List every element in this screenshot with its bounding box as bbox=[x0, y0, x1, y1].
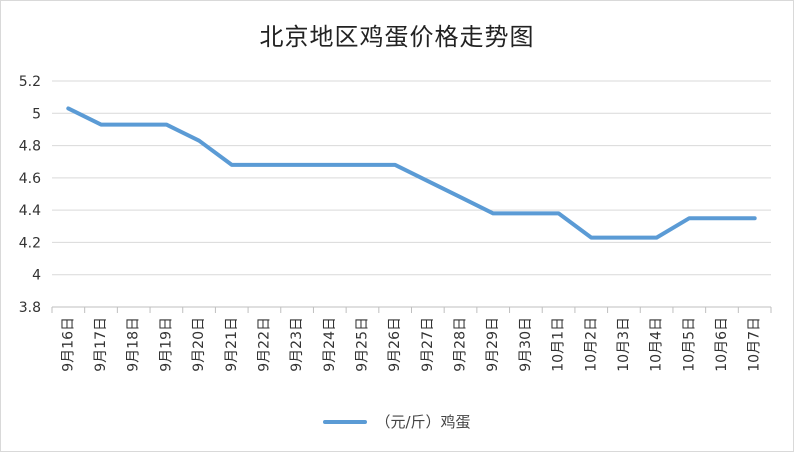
legend-label: （元/斤）鸡蛋 bbox=[375, 413, 471, 431]
x-tick-label: 9月18日 bbox=[126, 317, 142, 372]
y-tick-label: 5 bbox=[32, 106, 41, 122]
x-tick-label: 9月27日 bbox=[420, 317, 436, 372]
x-tick-label: 10月6日 bbox=[714, 317, 730, 372]
x-tick-label: 9月25日 bbox=[354, 317, 370, 372]
x-tick-label: 10月4日 bbox=[649, 317, 665, 372]
x-tick-label: 9月19日 bbox=[158, 317, 174, 372]
x-tick-label: 9月20日 bbox=[191, 317, 207, 372]
legend-swatch bbox=[323, 419, 368, 424]
x-tick-label: 9月17日 bbox=[93, 317, 109, 372]
y-tick-label: 5.2 bbox=[19, 74, 41, 90]
series-line bbox=[66, 106, 757, 240]
x-tick-label: 9月28日 bbox=[453, 317, 469, 372]
y-tick-label: 4 bbox=[32, 268, 41, 284]
y-tick-label: 4.4 bbox=[19, 203, 41, 219]
x-tick-label: 9月23日 bbox=[289, 317, 305, 372]
y-tick-label: 4.6 bbox=[19, 171, 41, 187]
x-tick-label: 10月7日 bbox=[747, 317, 763, 372]
x-tick-label: 9月30日 bbox=[518, 317, 534, 372]
legend: （元/斤）鸡蛋 bbox=[1, 411, 793, 432]
x-tick-label: 9月26日 bbox=[387, 317, 403, 372]
x-tick-label: 9月29日 bbox=[485, 317, 501, 372]
x-tick-label: 10月2日 bbox=[583, 317, 599, 372]
x-tick-label: 9月22日 bbox=[256, 317, 272, 372]
x-tick-label: 9月24日 bbox=[322, 317, 338, 372]
y-tick-label: 4.2 bbox=[19, 235, 41, 251]
y-tick-label: 3.8 bbox=[19, 300, 41, 316]
x-tick-label: 10月5日 bbox=[681, 317, 697, 372]
x-tick-label: 10月3日 bbox=[616, 317, 632, 372]
x-tick-label: 9月16日 bbox=[60, 317, 76, 372]
y-tick-label: 4.8 bbox=[19, 139, 41, 155]
chart-title: 北京地区鸡蛋价格走势图 bbox=[259, 23, 535, 51]
x-tick-label: 10月1日 bbox=[551, 317, 567, 372]
x-tick-label: 9月21日 bbox=[224, 317, 240, 372]
